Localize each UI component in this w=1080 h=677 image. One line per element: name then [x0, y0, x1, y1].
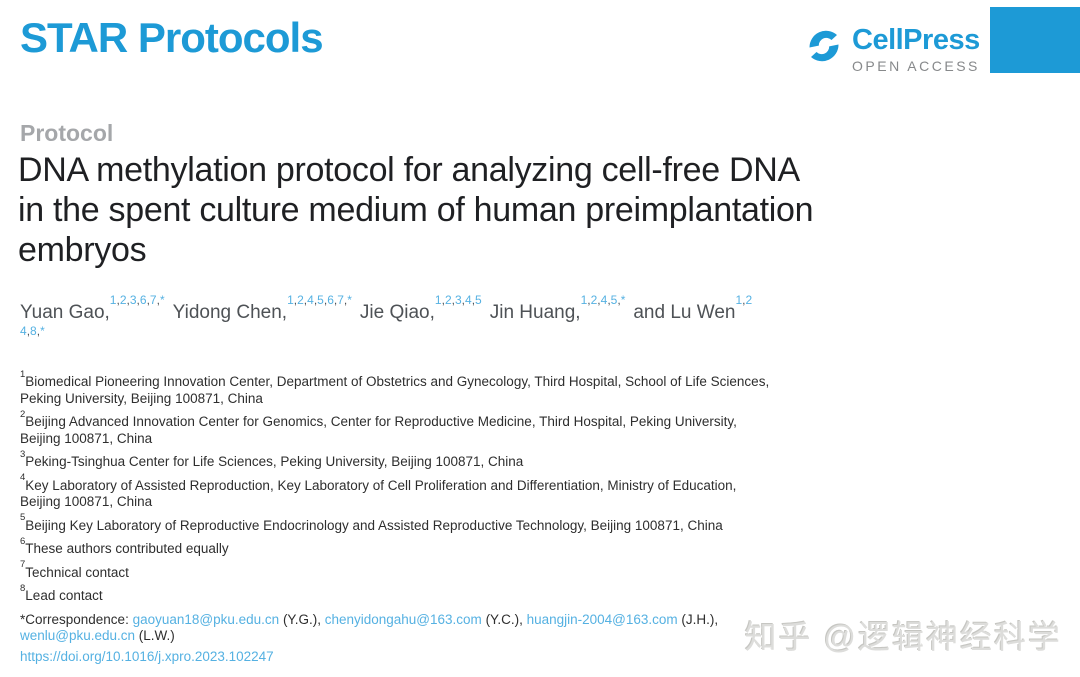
- affiliation-5: 5Beijing Key Laboratory of Reproductive …: [20, 512, 723, 533]
- affiliation-3: 3Peking-Tsinghua Center for Life Science…: [20, 448, 524, 469]
- footnotes-block: 1Biomedical Pioneering Innovation Center…: [20, 368, 770, 672]
- email-link-lw[interactable]: wenlu@pku.edu.cn: [20, 628, 136, 643]
- footnote-lead-contact: 8Lead contact: [20, 582, 103, 603]
- title-line-3: embryos: [18, 231, 147, 269]
- email-initials-yc: (Y.C.),: [485, 611, 523, 627]
- article-title: DNA methylation protocol for analyzing c…: [18, 150, 1018, 270]
- author-yidong-chen: Yidong Chen,1,2,4,5,6,7,*: [172, 292, 352, 323]
- author-jie-qiao: Jie Qiao,1,2,3,4,5: [359, 292, 482, 323]
- doi-link[interactable]: https://doi.org/10.1016/j.xpro.2023.1022…: [20, 648, 274, 664]
- correspondence-line: *Correspondence: gaoyuan18@pku.edu.cn (Y…: [20, 612, 770, 645]
- cellpress-logo: CellPress OPEN ACCESS: [804, 24, 980, 74]
- author-jin-huang: Jin Huang,1,2,4,5,*: [489, 292, 626, 323]
- email-link-yg[interactable]: gaoyuan18@pku.edu.cn: [132, 611, 280, 627]
- cellpress-wordmark: CellPress: [852, 24, 980, 56]
- open-access-label: OPEN ACCESS: [852, 58, 980, 74]
- author-lu-wen: and Lu Wen1,2: [633, 292, 753, 323]
- star-protocols-logo: STAR Protocols: [20, 14, 324, 61]
- affiliation-4: 4Key Laboratory of Assisted Reproduction…: [20, 472, 737, 509]
- affiliation-1: 1Biomedical Pioneering Innovation Center…: [20, 368, 770, 406]
- title-line-1: DNA methylation protocol for analyzing c…: [18, 151, 800, 189]
- affiliation-2: 2Beijing Advanced Innovation Center for …: [20, 408, 737, 446]
- watermark: 知乎 @逻辑神经科学: [744, 619, 1062, 655]
- cellpress-swoosh-icon: [809, 30, 839, 62]
- title-line-2: in the spent culture medium of human pre…: [18, 191, 814, 229]
- doi-line: https://doi.org/10.1016/j.xpro.2023.1022…: [20, 649, 770, 666]
- email-initials-lw: (L.W.): [138, 628, 175, 643]
- correspondence-label: *Correspondence:: [20, 611, 129, 627]
- corner-accent-rectangle: [990, 7, 1080, 73]
- footnote-equal-contribution: 6These authors contributed equally: [20, 535, 229, 556]
- author-superscript-overflow: 4,8,*: [20, 323, 45, 338]
- author-list: Yuan Gao,1,2,3,6,7,*Yidong Chen,1,2,4,5,…: [20, 292, 900, 359]
- email-link-jh[interactable]: huangjin-2004@163.com: [526, 611, 678, 627]
- email-initials-jh: (J.H.),: [681, 611, 719, 627]
- author-yuan-gao: Yuan Gao,1,2,3,6,7,*: [20, 292, 165, 323]
- email-link-yc[interactable]: chenyidongahu@163.com: [324, 611, 482, 627]
- article-type-label: Protocol: [20, 120, 114, 146]
- email-initials-yg: (Y.G.),: [282, 611, 321, 627]
- footnote-technical-contact: 7Technical contact: [20, 559, 129, 580]
